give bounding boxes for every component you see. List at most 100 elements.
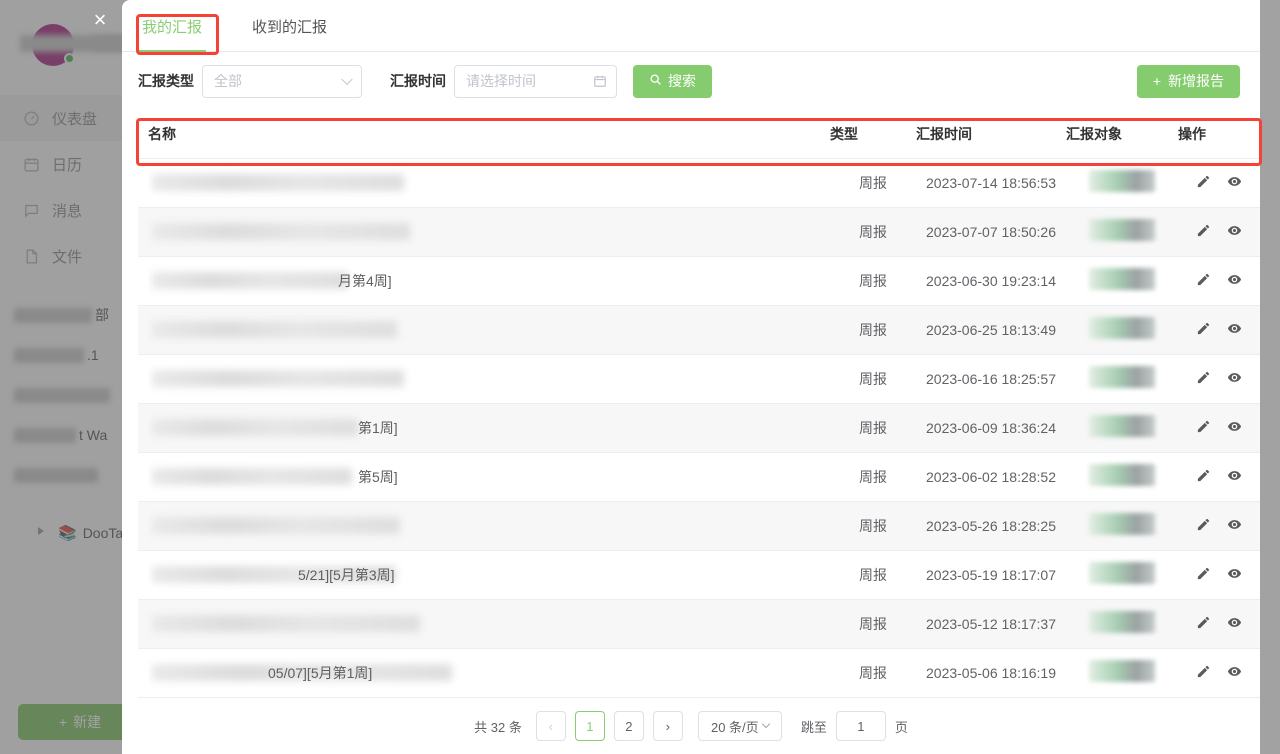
cell-name: 5/21][5月第3周] xyxy=(138,550,830,600)
cell-name xyxy=(138,354,830,404)
eye-view-icon[interactable] xyxy=(1227,370,1242,385)
eye-view-icon[interactable] xyxy=(1227,468,1242,483)
reports-table: 名称 类型 汇报时间 汇报对象 操作 周报 2023-07-14 18:56:53… xyxy=(138,110,1260,698)
tab-my-reports[interactable]: 我的汇报 xyxy=(138,16,207,52)
add-report-button[interactable]: + 新增报告 xyxy=(1136,64,1240,98)
edit-pencil-icon[interactable] xyxy=(1196,321,1211,336)
report-target-redacted xyxy=(1089,611,1155,633)
edit-pencil-icon[interactable] xyxy=(1196,664,1211,679)
report-time-picker[interactable]: 请选择时间 xyxy=(454,64,617,98)
pagination-next-button[interactable]: › xyxy=(652,711,683,741)
cell-name xyxy=(138,207,830,257)
report-target-redacted xyxy=(1089,464,1155,486)
edit-pencil-icon[interactable] xyxy=(1196,517,1211,532)
cell-time: 2023-06-30 19:23:14 xyxy=(916,256,1066,306)
report-target-redacted xyxy=(1089,219,1155,241)
report-dialog: 我的汇报 收到的汇报 汇报类型 全部 汇报时间 请选择时间 xyxy=(122,0,1260,754)
column-header-type: 类型 xyxy=(830,110,916,159)
plus-icon: + xyxy=(1152,73,1161,89)
report-target-redacted xyxy=(1089,562,1155,584)
cell-type: 周报 xyxy=(830,158,916,208)
table-row[interactable]: 05/07][5月第1周] 周报 2023-05-06 18:16:19 xyxy=(138,648,1260,698)
edit-pencil-icon[interactable] xyxy=(1196,223,1211,238)
cell-target xyxy=(1066,550,1178,600)
table-row[interactable]: 第5周] 周报 2023-06-02 18:28:52 xyxy=(138,452,1260,502)
table-row[interactable]: 周报 2023-06-16 18:25:57 xyxy=(138,354,1260,404)
chevron-right-icon: › xyxy=(665,718,670,734)
cell-type: 周报 xyxy=(830,403,916,453)
pagination-jump-label: 跳至 xyxy=(800,719,827,735)
pagination-jump-unit: 页 xyxy=(894,719,908,735)
calendar-icon xyxy=(593,74,607,88)
table-row[interactable]: 月第4周] 周报 2023-06-30 19:23:14 xyxy=(138,256,1260,306)
tab-my-reports-label: 我的汇报 xyxy=(142,19,203,36)
cell-time: 2023-06-25 18:13:49 xyxy=(916,305,1066,355)
cell-time: 2023-05-06 18:16:19 xyxy=(916,648,1066,698)
report-target-redacted xyxy=(1089,268,1155,290)
cell-actions xyxy=(1178,354,1260,404)
eye-view-icon[interactable] xyxy=(1227,223,1242,238)
cell-name: 月第4周] xyxy=(138,256,830,306)
report-type-select[interactable]: 全部 xyxy=(202,64,362,98)
table-row[interactable]: 周报 2023-06-25 18:13:49 xyxy=(138,305,1260,355)
table-row[interactable]: 5/21][5月第3周] 周报 2023-05-19 18:17:07 xyxy=(138,550,1260,600)
pagination-jump-input[interactable] xyxy=(835,711,886,741)
eye-view-icon[interactable] xyxy=(1227,321,1242,336)
pagination-prev-button[interactable]: ‹ xyxy=(535,711,566,741)
eye-view-icon[interactable] xyxy=(1227,517,1242,532)
edit-pencil-icon[interactable] xyxy=(1196,615,1211,630)
table-row[interactable]: 周报 2023-05-26 18:28:25 xyxy=(138,501,1260,551)
report-name-fragment: 05/07][5月第1周] xyxy=(268,664,373,681)
table-row[interactable]: 第1周] 周报 2023-06-09 18:36:24 xyxy=(138,403,1260,453)
report-name-redacted xyxy=(152,369,404,387)
close-icon[interactable]: × xyxy=(93,7,107,32)
search-icon xyxy=(649,73,662,89)
eye-view-icon[interactable] xyxy=(1227,566,1242,581)
pagination-page-1[interactable]: 1 xyxy=(574,711,605,741)
cell-type: 周报 xyxy=(830,354,916,404)
cell-actions xyxy=(1178,501,1260,551)
tab-received-reports-label: 收到的汇报 xyxy=(252,19,328,36)
table-row[interactable]: 周报 2023-07-14 18:56:53 xyxy=(138,158,1260,208)
eye-view-icon[interactable] xyxy=(1227,664,1242,679)
cell-type: 周报 xyxy=(830,648,916,698)
tab-received-reports[interactable]: 收到的汇报 xyxy=(248,16,331,51)
edit-pencil-icon[interactable] xyxy=(1196,419,1211,434)
eye-view-icon[interactable] xyxy=(1227,174,1242,189)
eye-view-icon[interactable] xyxy=(1227,272,1242,287)
cell-target xyxy=(1066,207,1178,257)
cell-target xyxy=(1066,158,1178,208)
filter-toolbar: 汇报类型 全部 汇报时间 请选择时间 搜索 + 新增报告 xyxy=(122,52,1260,110)
cell-time: 2023-07-07 18:50:26 xyxy=(916,207,1066,257)
report-name-redacted xyxy=(152,663,452,681)
cell-target xyxy=(1066,599,1178,649)
edit-pencil-icon[interactable] xyxy=(1196,370,1211,385)
column-header-time: 汇报时间 xyxy=(916,110,1066,159)
table-row[interactable]: 周报 2023-05-12 18:17:37 xyxy=(138,599,1260,649)
cell-type: 周报 xyxy=(830,452,916,502)
table-row[interactable]: 周报 2023-07-07 18:50:26 xyxy=(138,207,1260,257)
report-target-redacted xyxy=(1089,366,1155,388)
search-button[interactable]: 搜索 xyxy=(633,64,712,98)
cell-target xyxy=(1066,256,1178,306)
cell-target xyxy=(1066,403,1178,453)
pagination-page-2[interactable]: 2 xyxy=(613,711,644,741)
cell-time: 2023-05-19 18:17:07 xyxy=(916,550,1066,600)
edit-pencil-icon[interactable] xyxy=(1196,174,1211,189)
report-name-redacted xyxy=(152,173,404,191)
cell-target xyxy=(1066,501,1178,551)
chevron-down-icon xyxy=(761,719,770,729)
edit-pencil-icon[interactable] xyxy=(1196,468,1211,483)
cell-type: 周报 xyxy=(830,501,916,551)
cell-name xyxy=(138,501,830,551)
eye-view-icon[interactable] xyxy=(1227,419,1242,434)
edit-pencil-icon[interactable] xyxy=(1196,566,1211,581)
column-header-action: 操作 xyxy=(1178,110,1260,159)
page-size-select[interactable]: 20 条/页 xyxy=(697,711,782,741)
eye-view-icon[interactable] xyxy=(1227,615,1242,630)
cell-name: 05/07][5月第1周] xyxy=(138,648,830,698)
report-type-label: 汇报类型 xyxy=(138,73,194,89)
edit-pencil-icon[interactable] xyxy=(1196,272,1211,287)
page-size-label: 20 条/页 xyxy=(710,719,759,735)
cell-type: 周报 xyxy=(830,256,916,306)
